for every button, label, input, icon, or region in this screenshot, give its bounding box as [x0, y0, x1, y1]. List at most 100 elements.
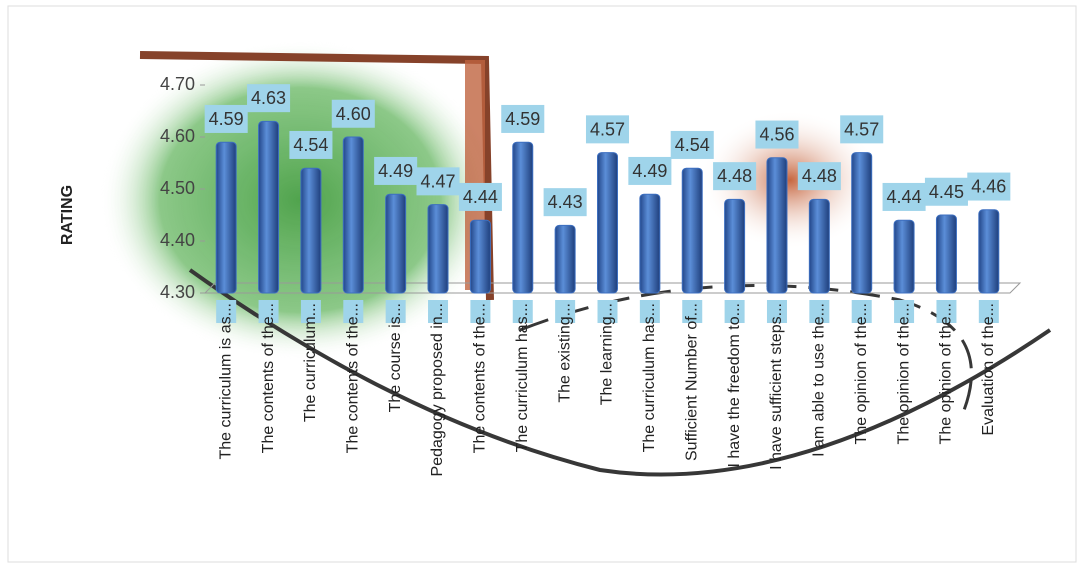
- x-tick-label: I am able to use the...: [811, 303, 828, 457]
- label-box: [809, 300, 830, 324]
- label-box: [374, 156, 418, 185]
- bar: [681, 167, 703, 294]
- value-label: 4.57: [590, 119, 625, 139]
- label-box: [639, 300, 660, 324]
- bar: [512, 141, 534, 294]
- bar: [300, 167, 322, 294]
- x-tick-label: The course is...: [387, 303, 404, 412]
- y-tick-label: 4.30: [160, 282, 195, 302]
- x-tick-label: The contents of the...: [472, 303, 489, 453]
- bar: [766, 157, 788, 294]
- label-box: [936, 300, 957, 324]
- value-label: 4.48: [717, 166, 752, 186]
- value-label: 4.44: [887, 187, 922, 207]
- bar: [851, 152, 873, 294]
- bar: [935, 214, 957, 294]
- value-label: 4.54: [293, 135, 328, 155]
- bar: [639, 193, 661, 294]
- x-tick-label: The curriculum has...: [641, 303, 658, 452]
- label-box: [258, 300, 279, 324]
- value-label: 4.48: [802, 166, 837, 186]
- label-box: [978, 300, 999, 324]
- label-box: [797, 162, 841, 191]
- value-label: 4.56: [759, 125, 794, 145]
- bar: [597, 152, 618, 294]
- label-box: [512, 300, 533, 324]
- label-box: [204, 104, 248, 133]
- label-box: [385, 300, 406, 324]
- label-box: [713, 162, 757, 191]
- label-box: [924, 177, 968, 206]
- label-box: [543, 188, 587, 217]
- label-box: [585, 115, 630, 144]
- value-label: 4.47: [421, 171, 456, 191]
- bar: [724, 198, 746, 294]
- value-label: 4.45: [929, 182, 964, 202]
- value-label: 4.60: [336, 104, 371, 124]
- bar: [385, 193, 407, 294]
- label-box: [470, 300, 491, 324]
- x-tick-label: The opinion of the...: [895, 303, 912, 444]
- bar: [427, 204, 449, 294]
- label-box: [967, 172, 1011, 201]
- label-box: [840, 115, 884, 144]
- bar: [258, 120, 280, 294]
- label-box: [724, 300, 745, 324]
- value-label: 4.59: [209, 109, 244, 129]
- y-axis-label: RATING: [59, 185, 76, 245]
- label-box: [766, 300, 787, 324]
- value-label: 4.49: [378, 161, 413, 181]
- y-tick-label: 4.60: [160, 126, 195, 146]
- label-box: [300, 300, 321, 324]
- x-tick-label: The opinion of the...: [938, 303, 955, 444]
- label-box: [755, 120, 799, 149]
- bar: [808, 198, 830, 294]
- value-label: 4.59: [505, 109, 540, 129]
- label-box: [289, 130, 333, 159]
- label-box: [882, 182, 926, 211]
- label-box: [216, 300, 237, 324]
- value-label: 4.43: [548, 192, 583, 212]
- x-tick-label: The curriculum has...: [514, 303, 531, 452]
- value-label: 4.54: [675, 135, 710, 155]
- value-label: 4.57: [844, 119, 879, 139]
- x-tick-label: The existing...: [556, 303, 573, 403]
- label-box: [628, 156, 672, 185]
- label-box: [458, 182, 502, 211]
- label-box: [343, 300, 364, 324]
- bar: [893, 219, 915, 294]
- value-label: 4.46: [971, 177, 1006, 197]
- label-box: [247, 84, 291, 113]
- x-tick-label: Evaluation of the...: [980, 303, 997, 436]
- label-box: [428, 300, 449, 324]
- x-tick-label: The contents of the...: [260, 303, 277, 453]
- label-box: [682, 300, 703, 324]
- label-box: [331, 99, 375, 128]
- x-tick-label: The learning...: [599, 303, 616, 405]
- label-box: [597, 300, 618, 324]
- bar: [215, 141, 237, 294]
- y-tick-label: 4.40: [160, 230, 195, 250]
- y-tick-label: 4.50: [160, 178, 195, 198]
- bar: [978, 209, 1000, 294]
- y-tick-label: 4.70: [160, 74, 195, 94]
- label-box: [555, 300, 576, 324]
- value-label: 4.44: [463, 187, 498, 207]
- label-box: [501, 104, 545, 133]
- x-tick-label: The curriculum...: [302, 303, 319, 422]
- x-tick-label: I have the freedom to...: [726, 303, 743, 468]
- bar: [469, 219, 491, 294]
- x-tick-label: The contents of the...: [345, 303, 362, 453]
- bar: [554, 224, 576, 294]
- x-tick-label: Pedagogy proposed in...: [429, 303, 446, 476]
- x-tick-label: Sufficient Number of...: [683, 303, 700, 461]
- value-label: 4.49: [632, 161, 667, 181]
- x-tick-label: I have sufficient steps...: [768, 303, 785, 470]
- x-tick-label: The opinion of the...: [853, 303, 870, 444]
- bar: [342, 136, 364, 294]
- x-tick-label: The curriculum is as...: [217, 303, 234, 459]
- value-label: 4.63: [251, 88, 286, 108]
- label-box: [670, 130, 714, 159]
- label-box: [851, 300, 872, 324]
